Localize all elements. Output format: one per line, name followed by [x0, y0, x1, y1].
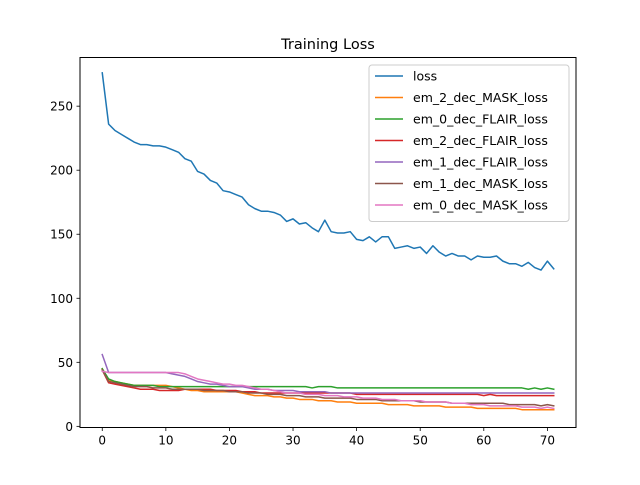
series-line-1: [101, 367, 555, 411]
x-tick-label: 60: [476, 434, 491, 448]
legend-label-0: loss: [413, 69, 437, 84]
y-tick-label: 150: [50, 228, 73, 242]
y-tick-label: 100: [50, 292, 73, 306]
series-line-0: [101, 72, 555, 271]
y-tick-label: 50: [58, 356, 73, 370]
chart-title: Training Loss: [280, 37, 375, 53]
x-tick-label: 20: [222, 434, 237, 448]
series-line-5: [101, 368, 555, 407]
legend-label-5: em_1_dec_MASK_loss: [413, 176, 548, 191]
x-tick-label: 0: [98, 434, 106, 448]
series-line-2: [101, 367, 555, 391]
legend-label-6: em_0_dec_MASK_loss: [413, 198, 548, 213]
y-tick-label: 250: [50, 100, 73, 114]
legend-label-3: em_2_dec_FLAIR_loss: [413, 133, 548, 148]
legend-label-2: em_0_dec_FLAIR_loss: [413, 112, 548, 127]
legend: loss em_2_dec_MASK_loss em_0_dec_FLAIR_los…: [368, 64, 570, 222]
x-tick-label: 30: [285, 434, 300, 448]
x-tick-label: 40: [349, 434, 364, 448]
legend-box: [368, 64, 570, 222]
y-axis: 0 50 100 150 200 250: [50, 100, 80, 434]
series-layer: [101, 72, 555, 411]
x-tick-label: 50: [413, 434, 428, 448]
legend-label-1: em_2_dec_MASK_loss: [413, 90, 548, 105]
x-axis: 0 10 20 30 40 50 60 70: [98, 427, 555, 448]
series-line-4: [101, 353, 555, 394]
legend-label-4: em_1_dec_FLAIR_loss: [413, 155, 548, 170]
y-tick-label: 200: [50, 164, 73, 178]
y-tick-label: 0: [65, 420, 73, 434]
x-tick-label: 70: [540, 434, 555, 448]
x-tick-label: 10: [158, 434, 173, 448]
plot-area-frame: [79, 57, 577, 428]
series-line-6: [101, 370, 555, 410]
